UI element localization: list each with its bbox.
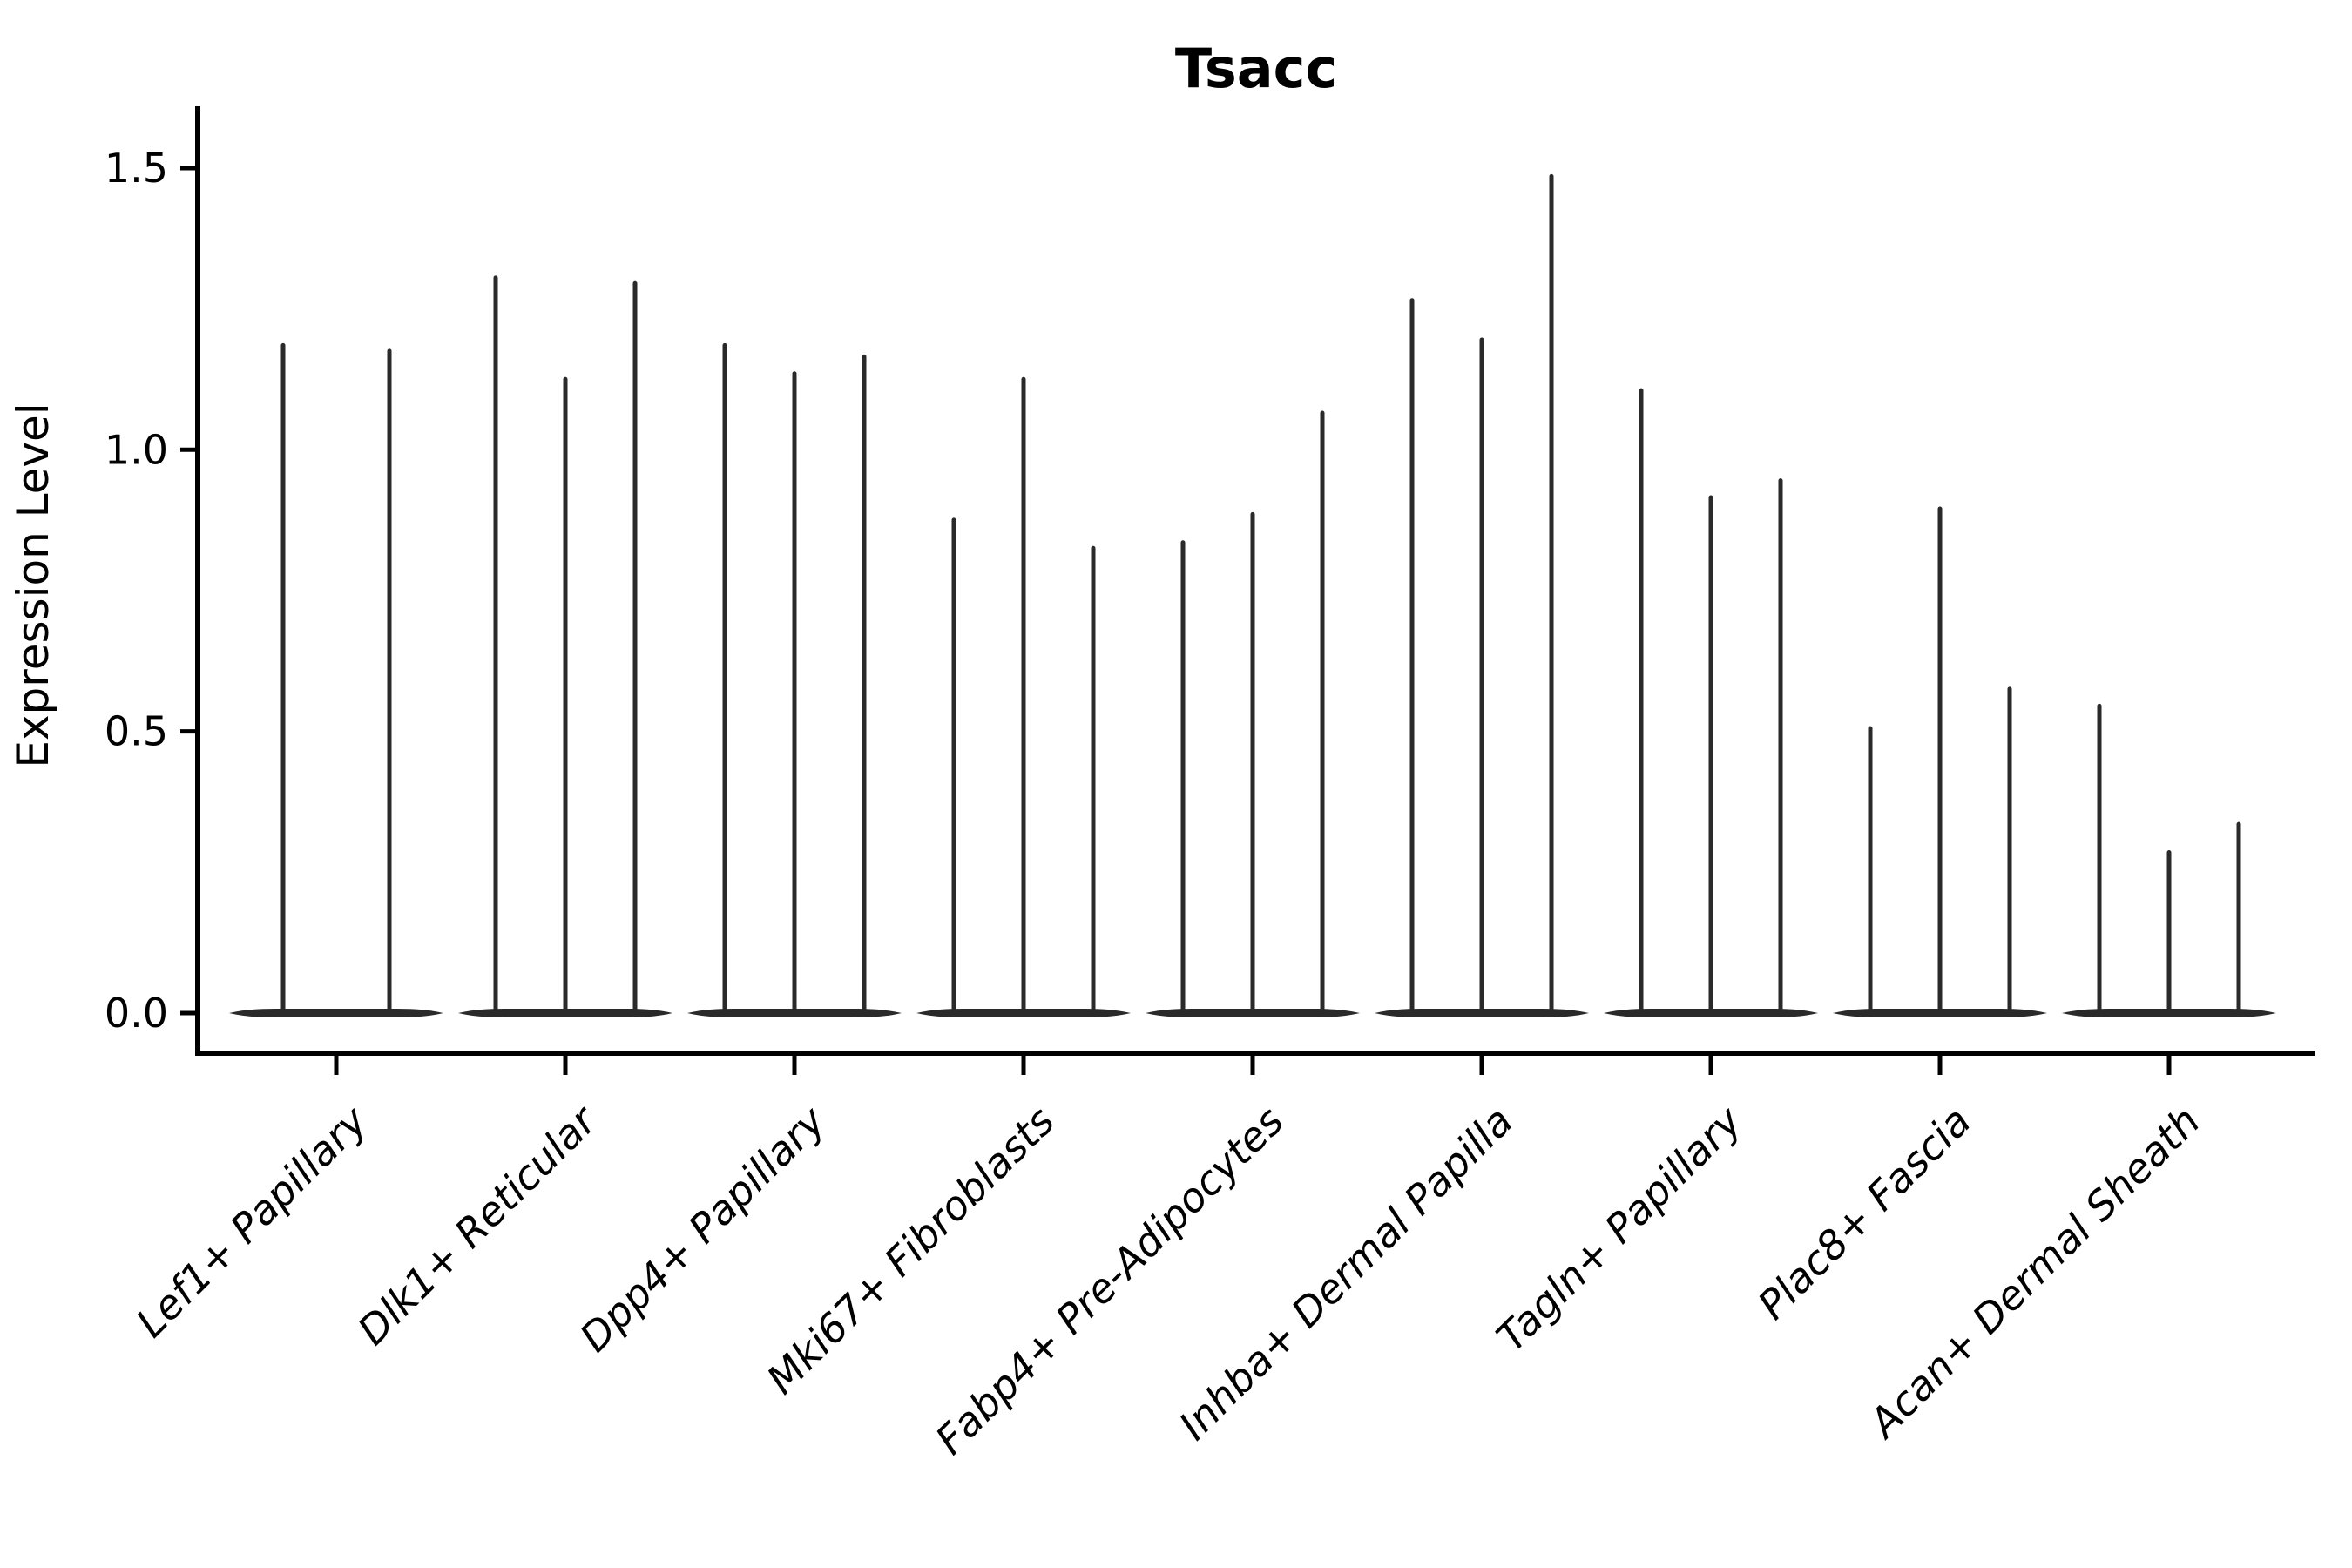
y-axis-ticks: 0.0 0.5 1.0 1.5 [105, 145, 198, 1037]
x-tick-label: Tagln+ Papillary [1487, 1097, 1751, 1361]
x-tick-label: Dlk1+ Reticular [348, 1095, 607, 1354]
y-axis-label: Expression Level [8, 402, 58, 767]
y-tick-label: 1.0 [105, 426, 168, 473]
x-axis-ticks [334, 1056, 2172, 1075]
y-tick-label: 1.5 [105, 145, 168, 192]
violins [229, 173, 2276, 1017]
y-tick-label: 0.0 [105, 990, 168, 1037]
x-tick-label: Lef1+ Papillary [127, 1097, 376, 1346]
y-tick-label: 0.5 [105, 708, 168, 755]
plot-title: Tsacc [1175, 37, 1337, 100]
x-tick-label: Plac8+ Fascia [1748, 1098, 1979, 1328]
violin-baseline-bulge [229, 1009, 443, 1017]
x-tick-label: Dpp4+ Papillary [571, 1097, 835, 1361]
